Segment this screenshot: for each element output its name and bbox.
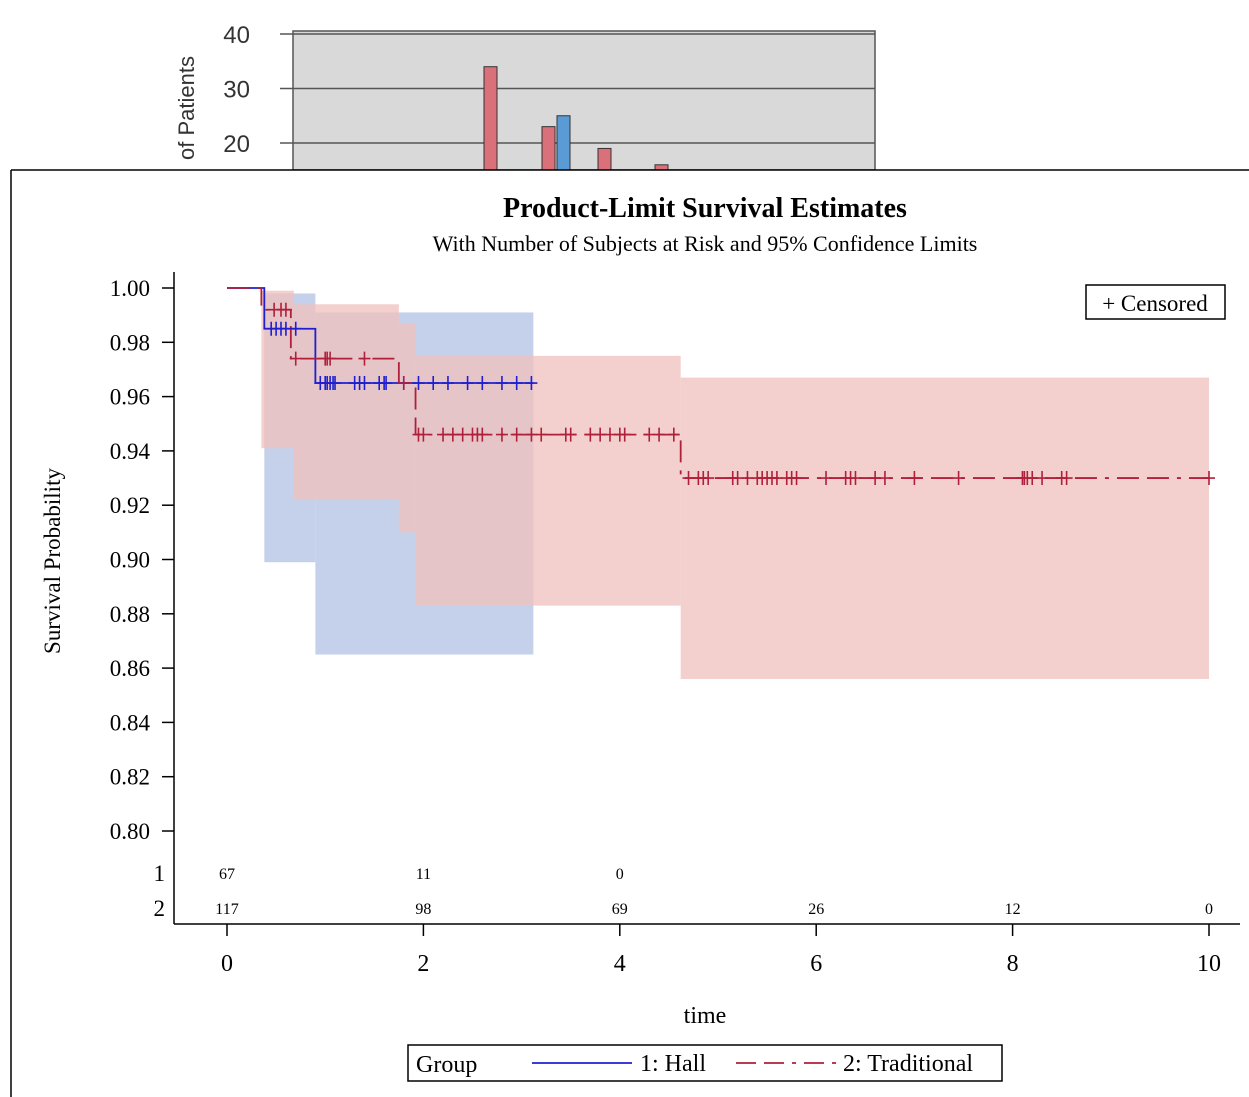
- censor-mark: [397, 376, 410, 391]
- y-tick-label: 0.86: [110, 656, 150, 681]
- censor-mark: [510, 376, 523, 391]
- x-axis-label: time: [684, 1003, 727, 1029]
- censor-mark: [412, 376, 425, 391]
- censor-mark: [702, 471, 715, 486]
- censor-mark: [878, 471, 891, 486]
- censor-mark: [618, 427, 631, 442]
- censor-marks: [265, 302, 1215, 486]
- x-tick-label: 10: [1197, 951, 1221, 977]
- censor-mark: [1203, 471, 1215, 486]
- censor-mark: [1036, 471, 1049, 486]
- confidence-bands: [261, 290, 1209, 679]
- bar-y-axis-label: of Patients: [174, 56, 199, 160]
- censor-mark: [510, 427, 523, 442]
- censor-mark: [324, 351, 337, 366]
- censor-mark: [289, 351, 302, 366]
- censor-mark: [279, 302, 292, 317]
- chart-title: Product-Limit Survival Estimates: [503, 193, 907, 224]
- censor-mark: [525, 376, 538, 391]
- bar-y-tick-label: 20: [223, 131, 250, 158]
- censor-mark: [427, 376, 440, 391]
- censor-mark: [476, 427, 489, 442]
- legend-label-traditional: 2: Traditional: [843, 1051, 973, 1077]
- at-risk-count: 12: [1005, 901, 1021, 918]
- y-tick-label: 0.80: [110, 819, 150, 844]
- censor-mark: [441, 376, 454, 391]
- at-risk-count: 0: [616, 866, 624, 883]
- ci-band-segment: [293, 304, 399, 500]
- x-tick-label: 4: [614, 951, 626, 977]
- at-risk-row-label: 1: [154, 861, 166, 886]
- y-tick-label: 0.94: [110, 439, 151, 464]
- at-risk-count: 98: [415, 901, 431, 918]
- legend-box: [407, 1044, 1003, 1082]
- x-tick-label: 0: [221, 951, 233, 977]
- censor-mark: [790, 471, 803, 486]
- censor-mark: [495, 376, 508, 391]
- censor-mark: [380, 376, 393, 391]
- bar-y-ticks: 20 30 40: [223, 22, 293, 158]
- ci-band-segment: [261, 290, 294, 449]
- background-bar-chart: 20 30 40 of Patients: [174, 22, 876, 191]
- x-tick-label: 8: [1007, 951, 1019, 977]
- censor-mark: [289, 321, 302, 336]
- censor-mark: [564, 427, 577, 442]
- y-tick-label: 0.92: [110, 493, 150, 518]
- censor-mark: [358, 376, 371, 391]
- y-tick-label: 0.90: [110, 548, 150, 573]
- bar-y-tick-label: 30: [223, 77, 250, 104]
- y-axis-label: Survival Probability: [40, 468, 65, 654]
- censor-mark: [849, 471, 862, 486]
- at-risk-count: 67: [219, 866, 235, 883]
- censor-mark: [495, 427, 508, 442]
- y-tick-label: 0.82: [110, 765, 150, 790]
- legend-title: Group: [416, 1052, 477, 1078]
- at-risk-count: 69: [612, 901, 628, 918]
- y-tick-label: 0.84: [110, 710, 151, 735]
- censor-mark: [417, 427, 430, 442]
- km-chart: Product-Limit Survival Estimates With Nu…: [10, 169, 1249, 1097]
- x-tick-label: 2: [417, 951, 429, 977]
- y-ticks: 0.80 0.82 0.84 0.86 0.88 0.90 0.92 0.94 0.96 0.98…: [110, 276, 174, 844]
- bar-y-tick-label: 40: [223, 22, 250, 49]
- y-tick-label: 0.96: [110, 385, 150, 410]
- bar-plot-area: [292, 30, 876, 171]
- y-tick-label: 0.98: [110, 330, 150, 355]
- censor-mark: [1060, 471, 1073, 486]
- ci-band-segment: [680, 377, 1209, 679]
- censor-mark: [653, 427, 666, 442]
- y-tick-label: 0.88: [110, 602, 150, 627]
- censor-mark: [535, 427, 548, 442]
- censor-mark: [329, 376, 342, 391]
- censored-legend-label: + Censored: [1102, 291, 1208, 316]
- at-risk-count: 11: [416, 866, 431, 883]
- censor-mark: [908, 471, 921, 486]
- survival-curve-traditional: [227, 287, 1209, 479]
- bar-gridlines: [293, 33, 875, 144]
- at-risk-count: 117: [215, 901, 238, 918]
- censor-mark: [820, 471, 833, 486]
- at-risk-count: 0: [1205, 901, 1213, 918]
- chart-subtitle: With Number of Subjects at Risk and 95% …: [433, 231, 978, 256]
- censored-legend-box: [1085, 284, 1226, 320]
- y-tick-label: 1.00: [110, 276, 150, 301]
- legend-label-hall: 1: Hall: [640, 1051, 706, 1077]
- x-tick-label: 6: [810, 951, 822, 977]
- censor-mark: [461, 376, 474, 391]
- ci-band-segment: [415, 355, 681, 606]
- censor-mark: [667, 427, 680, 442]
- censor-mark: [358, 351, 371, 366]
- at-risk-row-label: 2: [154, 896, 166, 921]
- censor-mark: [952, 471, 965, 486]
- censor-mark: [476, 376, 489, 391]
- x-ticks: 0 2 4 6 8 10: [221, 924, 1221, 977]
- at-risk-count: 26: [808, 901, 824, 918]
- ci-band-segment: [398, 323, 416, 533]
